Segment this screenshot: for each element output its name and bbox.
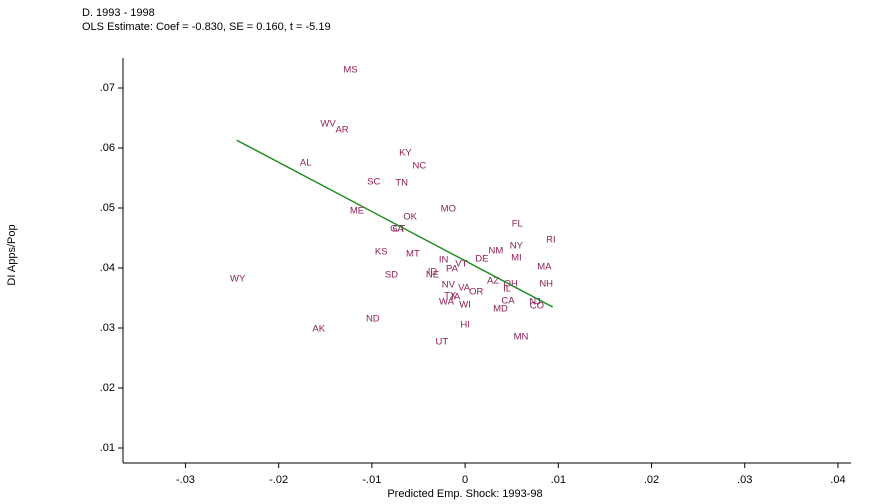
point-label: CT <box>393 224 406 235</box>
point-label: VT <box>455 258 467 269</box>
point-label: OR <box>469 287 483 298</box>
y-tick-label: .02 <box>100 382 115 394</box>
fit-line <box>236 139 554 308</box>
point-label: WY <box>230 273 246 284</box>
point-label: AR <box>335 125 348 136</box>
point-label: FL <box>512 219 523 230</box>
x-tick-label: .03 <box>737 474 752 486</box>
point-label: MI <box>511 252 522 263</box>
point-label: IA <box>451 291 461 302</box>
point-label: NH <box>539 279 553 290</box>
point-label: AK <box>312 324 325 335</box>
point-label: ID <box>428 267 438 278</box>
point-label: MD <box>493 303 508 314</box>
point-label: AZ <box>487 276 499 287</box>
point-label: NJ <box>529 297 541 308</box>
chart-subtitle: OLS Estimate: Coef = -0.830, SE = 0.160,… <box>82 21 331 33</box>
point-label: WA <box>439 297 455 308</box>
point-label: ME <box>350 206 364 217</box>
point-label: NM <box>488 246 503 257</box>
point-label: KY <box>399 147 412 158</box>
point-label: ND <box>366 314 380 325</box>
x-tick-label: .04 <box>830 474 845 486</box>
x-tick-label: 0 <box>462 474 468 486</box>
point-label: VA <box>458 282 471 293</box>
y-tick-label: .03 <box>100 322 115 334</box>
chart-title: D. 1993 - 1998 <box>82 7 155 19</box>
point-label: KS <box>375 246 388 257</box>
y-tick-label: .06 <box>100 142 115 154</box>
point-label: DE <box>475 254 488 265</box>
point-label: GA <box>390 224 404 235</box>
point-label: IN <box>439 255 449 266</box>
point-label: MS <box>343 65 357 76</box>
point-label: UT <box>435 336 448 347</box>
point-label: AL <box>300 158 312 169</box>
point-label: MN <box>514 332 529 343</box>
x-tick-label: -.03 <box>176 474 195 486</box>
y-tick-label: .01 <box>100 442 115 454</box>
x-axis-label: Predicted Emp. Shock: 1993-98 <box>387 488 542 500</box>
point-label: RI <box>546 234 556 245</box>
y-tick-label: .04 <box>100 262 115 274</box>
point-label: CO <box>530 300 544 311</box>
point-label: TN <box>395 177 408 188</box>
point-label: NV <box>442 279 456 290</box>
x-tick-label: -.01 <box>362 474 381 486</box>
y-tick-label: .07 <box>100 82 115 94</box>
point-label: WI <box>459 300 471 311</box>
x-tick-label: .01 <box>551 474 566 486</box>
point-label: SD <box>385 270 398 281</box>
point-label: SC <box>367 177 380 188</box>
point-label: MO <box>441 204 456 215</box>
y-axis-label: DI Apps/Pop <box>6 224 18 285</box>
point-label: IL <box>503 284 511 295</box>
point-label: WV <box>320 119 336 130</box>
point-label: HI <box>460 320 470 331</box>
point-label: NY <box>510 240 524 251</box>
x-tick-label: .02 <box>644 474 659 486</box>
point-label: NE <box>426 270 439 281</box>
point-label: MT <box>406 249 420 260</box>
point-label: TX <box>444 291 457 302</box>
point-label: CA <box>501 296 515 307</box>
point-label: MA <box>537 261 552 272</box>
point-label: PA <box>446 264 459 275</box>
x-tick-label: -.02 <box>269 474 288 486</box>
y-tick-label: .05 <box>100 202 115 214</box>
point-label: NC <box>413 161 427 172</box>
point-label: OK <box>403 212 417 223</box>
